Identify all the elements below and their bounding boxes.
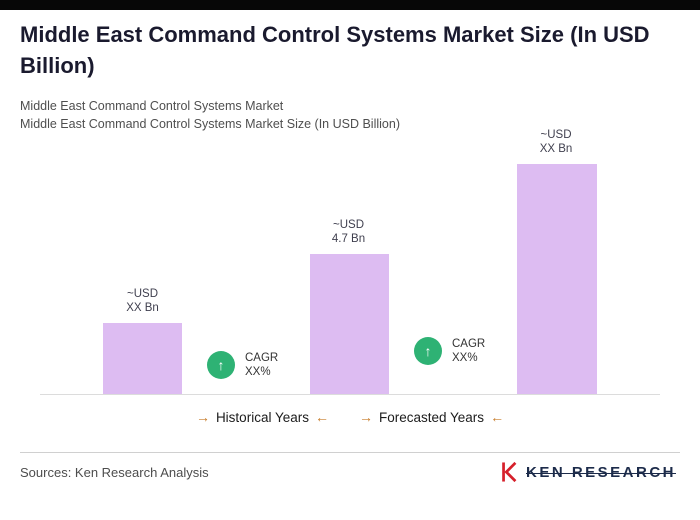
- right-arrow-icon: →: [358, 409, 373, 425]
- bar-value-line1: ~USD: [333, 219, 364, 231]
- bar-value-line2: 4.7 Bn: [331, 233, 366, 245]
- ken-research-logo-text: KEN RESEARCH: [525, 463, 677, 481]
- bar-value-label: ~USD XX Bn: [476, 128, 636, 156]
- left-arrow-icon: ←: [314, 409, 329, 425]
- ken-research-logo-icon: [502, 462, 517, 482]
- x-axis-baseline: [40, 394, 660, 395]
- page-title: Middle East Command Control Systems Mark…: [20, 22, 650, 78]
- bar-value-line1: ~USD: [127, 288, 158, 300]
- cagr-value: XX%: [452, 352, 478, 364]
- bar-value-label: ~USD XX Bn: [63, 287, 222, 315]
- top-accent-bar: [0, 0, 700, 10]
- forecasted-years-label-group: → Forecasted Years ←: [359, 409, 504, 425]
- chart-subtitle-line2: Middle East Command Control Systems Mark…: [20, 117, 400, 131]
- bar-value-line2: XX Bn: [539, 143, 573, 155]
- historical-years-label-group: → Historical Years ←: [196, 409, 329, 425]
- left-arrow-icon: ←: [490, 409, 505, 425]
- up-arrow-glyph: ↑: [424, 343, 432, 359]
- forecasted-years-label: Forecasted Years: [378, 409, 485, 425]
- bar-value-line2: XX Bn: [126, 302, 159, 314]
- cagr-label: CAGR: [245, 352, 279, 364]
- bar-value-line1: ~USD: [540, 129, 572, 141]
- right-arrow-icon: →: [195, 409, 210, 425]
- x-axis-period-labels: → Historical Years ← → Forecasted Years …: [0, 409, 700, 425]
- up-arrow-circle-icon: ↑: [414, 337, 442, 365]
- cagr-annotation: CAGR XX%: [452, 337, 485, 365]
- cagr-value: XX%: [245, 366, 271, 378]
- bar-forecast: [517, 164, 597, 395]
- up-arrow-circle-icon: ↑: [207, 351, 235, 379]
- bar-current: [310, 254, 389, 395]
- sources-note: Sources: Ken Research Analysis: [20, 465, 209, 480]
- cagr-annotation: CAGR XX%: [245, 351, 278, 379]
- cagr-label: CAGR: [452, 338, 486, 350]
- footer-divider: [20, 452, 680, 453]
- historical-years-label: Historical Years: [215, 409, 309, 425]
- bar-historical: [103, 323, 182, 395]
- up-arrow-glyph: ↑: [217, 357, 225, 373]
- ken-research-logo: KEN RESEARCH: [499, 462, 677, 482]
- bar-value-label: ~USD 4.7 Bn: [269, 218, 428, 246]
- chart-subtitle-line1: Middle East Command Control Systems Mark…: [20, 99, 284, 113]
